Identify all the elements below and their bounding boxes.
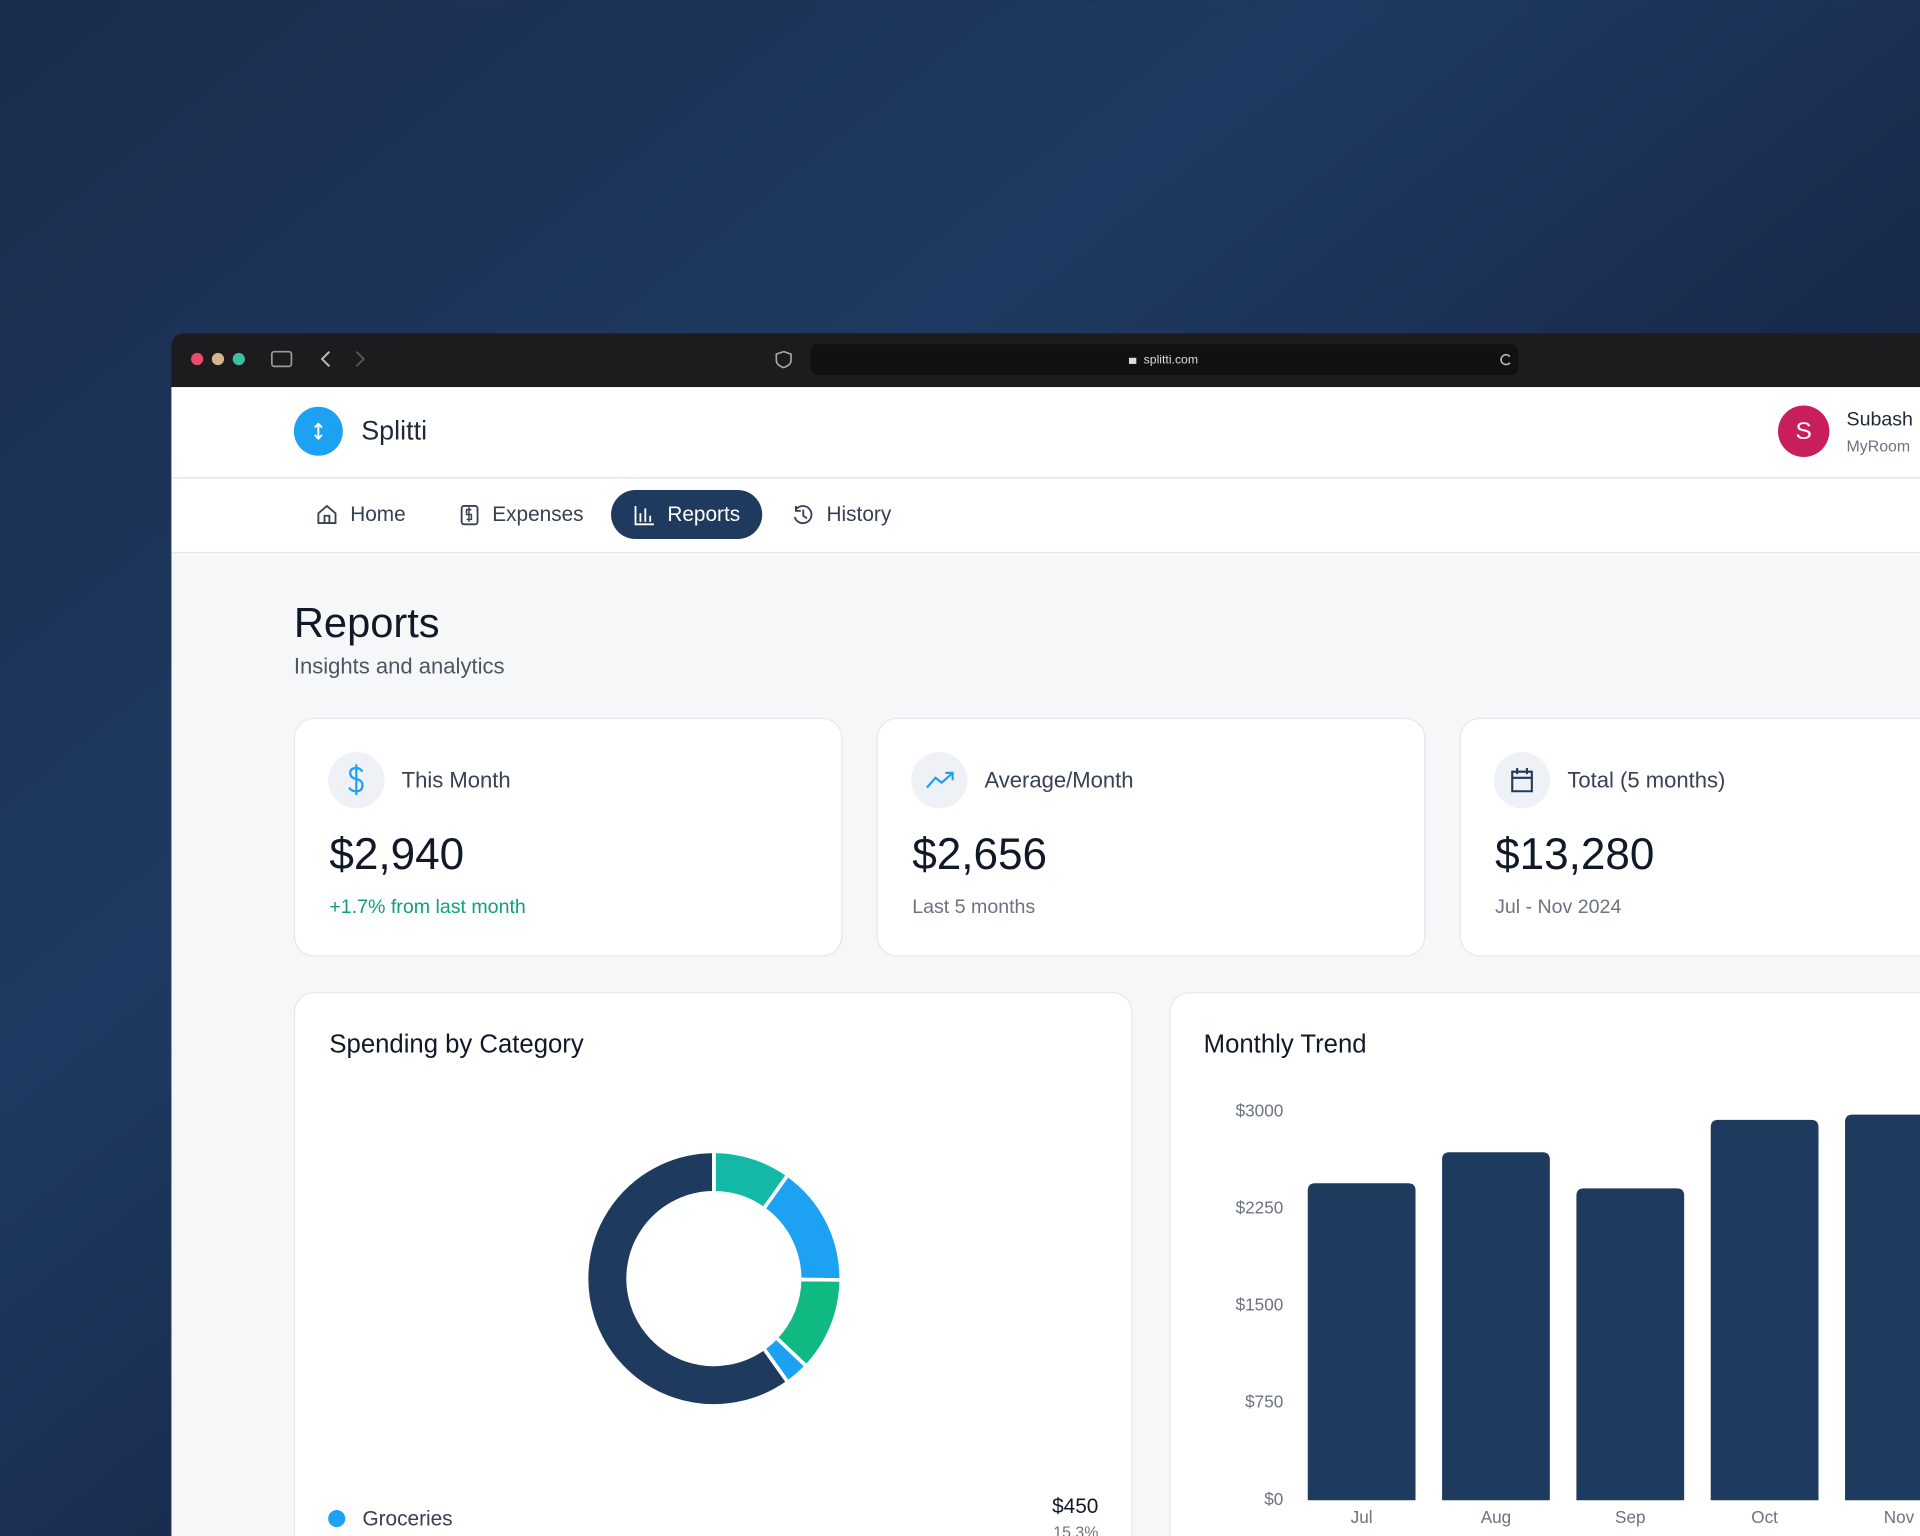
- reports-icon: [634, 505, 654, 526]
- x-tick-label: Nov: [1884, 1507, 1915, 1527]
- category-card: [293, 992, 1133, 1536]
- expenses-icon-mark: [465, 507, 473, 522]
- nav-item[interactable]: History: [827, 503, 892, 526]
- legend-dot: [328, 1510, 346, 1528]
- forward-button[interactable]: [355, 350, 366, 368]
- nav-item[interactable]: Reports: [667, 503, 740, 526]
- pill-slot: [611, 490, 763, 540]
- legend-label: Groceries: [362, 1507, 452, 1530]
- legend-amount: $450: [1052, 1495, 1098, 1518]
- reload-button[interactable]: [1500, 354, 1511, 366]
- page-title: Reports: [294, 599, 440, 646]
- bar: [1845, 1114, 1920, 1501]
- home-icon: [317, 504, 337, 525]
- nav: Home Expenses Reports History: [317, 490, 892, 540]
- stat-label: Total (5 months): [1567, 767, 1725, 792]
- shield-icon[interactable]: [775, 350, 792, 369]
- avatar[interactable]: [1777, 405, 1830, 457]
- close-button[interactable]: [191, 352, 204, 366]
- chart-title: Monthly Trend: [1204, 1031, 1367, 1059]
- y-tick-label: $2250: [1236, 1198, 1284, 1218]
- avatar-initial: S: [1796, 418, 1812, 445]
- active-nav-pill: [611, 490, 763, 540]
- donut-segment: [584, 1149, 791, 1408]
- stat-card: This Month $2,940 +1.7% from last month: [293, 717, 843, 957]
- icon-badge: [1493, 752, 1551, 809]
- maximize-button[interactable]: [232, 352, 245, 366]
- calendar-icon: [1511, 768, 1533, 793]
- bar: [1576, 1188, 1685, 1501]
- y-tick-label: $750: [1245, 1392, 1283, 1412]
- url: splitti.com: [1144, 352, 1198, 366]
- nav-bar: [171, 479, 1920, 553]
- card: [293, 717, 843, 957]
- stat-value: $2,940: [329, 830, 464, 879]
- trend-icon: [926, 771, 954, 789]
- stat-value: $13,280: [1495, 830, 1654, 879]
- x-tick-label: Aug: [1481, 1507, 1511, 1527]
- stat-card: Average/Month $2,656 Last 5 months: [876, 717, 1426, 957]
- y-tick-label: $0: [1264, 1489, 1283, 1509]
- stat-card: Total (5 months) $13,280 Jul - Nov 2024: [1459, 717, 1920, 957]
- address-bar[interactable]: [810, 344, 1519, 375]
- stat-note: Jul - Nov 2024: [1495, 896, 1621, 918]
- bar-chart: $0 $750 $1500 $2250 $3000 Jul Aug Sep Oct Nov: [1236, 1101, 1920, 1527]
- user-group: MyRoom: [1847, 438, 1911, 455]
- bar: [1710, 1119, 1819, 1501]
- sidebar-toggle[interactable]: [270, 350, 293, 368]
- bar: [1442, 1152, 1550, 1501]
- history-icon: [793, 505, 813, 524]
- legend-share: 15.3%: [1053, 1525, 1098, 1536]
- card: [1459, 717, 1920, 957]
- dollar-icon: [348, 764, 364, 795]
- lock-icon: [1128, 357, 1137, 364]
- page-subtitle: Insights and analytics: [294, 653, 505, 678]
- stat-note: Last 5 months: [912, 896, 1035, 918]
- expenses-icon: [460, 505, 479, 526]
- minimize-button[interactable]: [211, 352, 225, 366]
- user-name: Subash: [1847, 408, 1913, 430]
- back-button[interactable]: [320, 350, 331, 368]
- stat-note: +1.7% from last month: [329, 896, 525, 918]
- nav-item[interactable]: Home: [350, 503, 405, 526]
- donut-chart: Groceries $450 15.3%: [328, 1149, 1098, 1536]
- logo-icon: [314, 422, 323, 440]
- brand: Splitti: [361, 416, 427, 446]
- bar: [1307, 1183, 1416, 1501]
- y-tick-label: $1500: [1236, 1295, 1284, 1315]
- y-tick-label: $3000: [1236, 1101, 1284, 1121]
- stat-value: $2,656: [912, 830, 1047, 879]
- x-tick-label: Oct: [1751, 1507, 1778, 1527]
- card: [876, 717, 1426, 957]
- x-tick-label: Jul: [1351, 1507, 1373, 1527]
- stat-label: Average/Month: [984, 767, 1133, 792]
- x-tick-label: Sep: [1615, 1507, 1645, 1527]
- chart-title: Spending by Category: [329, 1031, 583, 1059]
- stat-label: This Month: [402, 767, 511, 792]
- header: [171, 387, 1920, 478]
- nav-item[interactable]: Expenses: [492, 503, 583, 526]
